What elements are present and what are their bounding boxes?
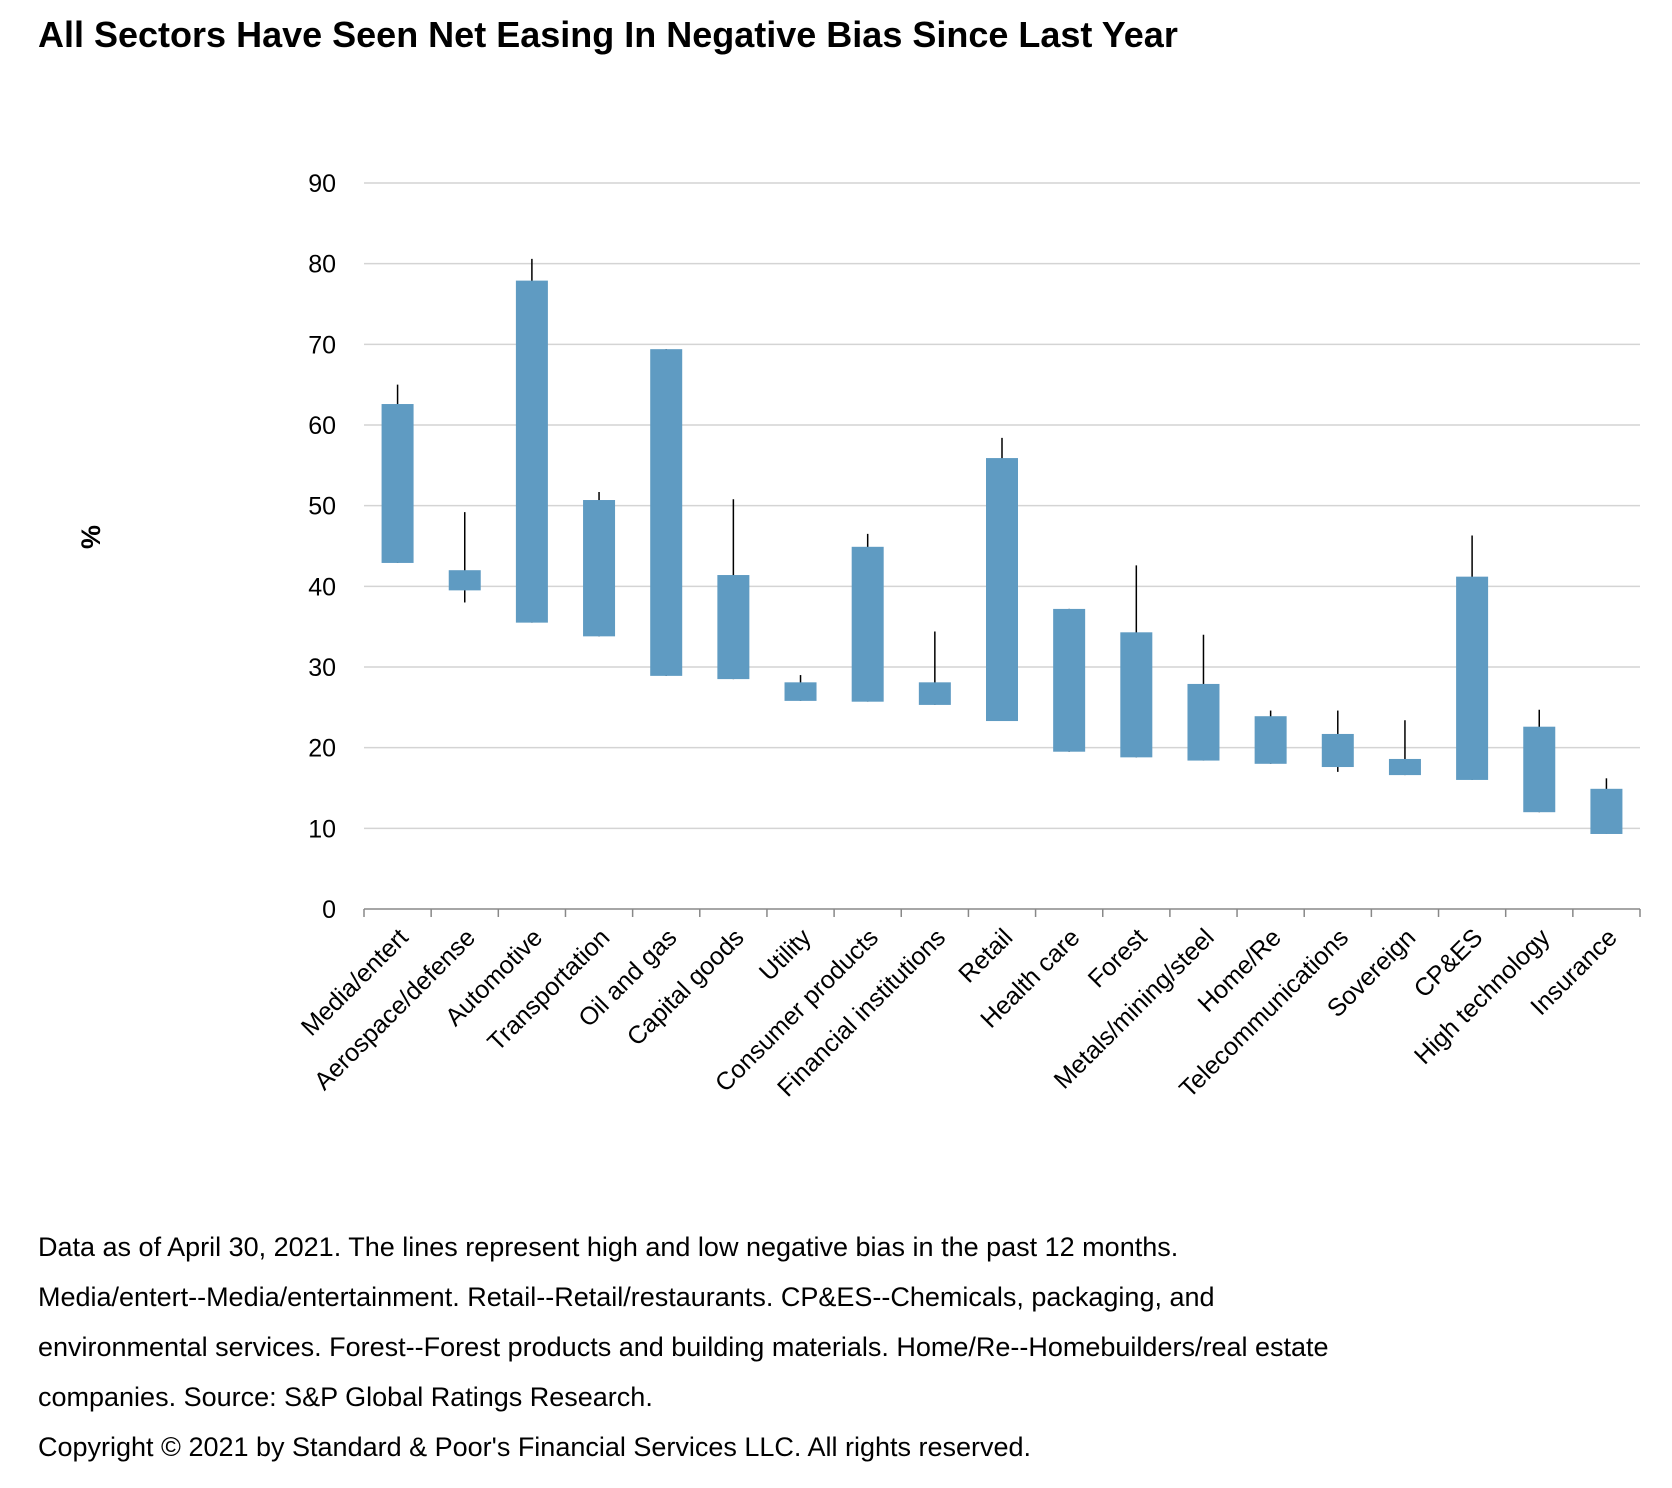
note-line: Data as of April 30, 2021. The lines rep… [38, 1232, 1179, 1262]
bar [583, 500, 616, 637]
bar [1590, 788, 1623, 834]
bar [1053, 608, 1086, 752]
y-tick-label: 50 [308, 493, 336, 521]
bar [515, 280, 548, 623]
x-tick-label: Capital goods [622, 923, 750, 1051]
note-line: environmental services. Forest--Forest p… [38, 1332, 1329, 1362]
x-tick-label: Retail [953, 923, 1018, 988]
bar [1523, 726, 1556, 813]
x-tick-label: Utility [754, 923, 817, 986]
bar [918, 682, 951, 705]
note-line: Copyright © 2021 by Standard & Poor's Fi… [38, 1432, 1032, 1462]
bar [1254, 716, 1287, 764]
bar [448, 570, 481, 591]
y-tick-label: 40 [308, 573, 336, 601]
y-tick-label: 0 [322, 896, 336, 924]
bar [986, 458, 1018, 722]
y-axis-label: % [76, 525, 106, 549]
note-line: Media/entert--Media/entertainment. Retai… [38, 1282, 1215, 1312]
y-tick-label: 70 [308, 331, 336, 359]
bar [851, 546, 884, 702]
y-tick-label: 90 [308, 170, 336, 198]
bar [1120, 632, 1153, 758]
y-tick-label: 20 [308, 735, 336, 763]
bar [784, 682, 817, 701]
bar [650, 349, 683, 676]
chart-title: All Sectors Have Seen Net Easing In Nega… [38, 14, 1178, 55]
bar [381, 404, 414, 563]
y-tick-label: 60 [308, 412, 336, 440]
bar [1187, 683, 1220, 761]
bar [717, 575, 750, 680]
bar [1321, 733, 1354, 768]
note-line: companies. Source: S&P Global Ratings Re… [38, 1382, 653, 1412]
bar [1456, 576, 1489, 780]
y-tick-label: 30 [308, 654, 336, 682]
y-tick-label: 80 [308, 251, 336, 279]
bar [1388, 758, 1421, 776]
y-tick-label: 10 [308, 815, 336, 843]
